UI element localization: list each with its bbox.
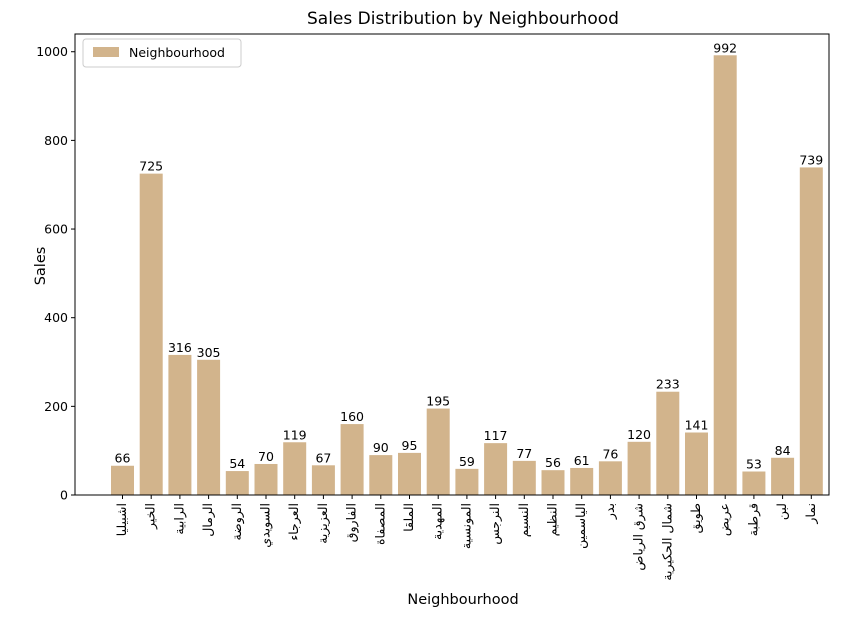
x-tick-label: شرق الرياض [631, 503, 647, 571]
data-label: 53 [746, 457, 762, 472]
data-label: 992 [713, 40, 737, 55]
x-tick-label: بدر [602, 503, 618, 520]
legend-swatch [93, 47, 119, 57]
y-tick-label: 800 [44, 133, 68, 148]
y-tick-label: 200 [44, 399, 68, 414]
bar [685, 432, 708, 495]
bar [455, 468, 479, 495]
legend-frame [82, 38, 242, 68]
x-tick-label: نمار [803, 503, 819, 525]
data-label: 120 [627, 427, 651, 442]
data-label: 67 [315, 450, 331, 465]
x-tick-label: الملقا [401, 503, 416, 532]
data-label: 316 [168, 340, 192, 355]
x-tick-label: الرمال [200, 503, 216, 537]
x-tick-label: الرابية [171, 503, 187, 535]
x-tick-label: المصفاة [372, 503, 387, 545]
x-tick-label: طويق [688, 503, 704, 533]
bar [369, 455, 393, 495]
bar [311, 465, 335, 495]
x-tick-label: النرجس [487, 503, 503, 545]
legend: Neighbourhood [82, 38, 242, 68]
data-label: 95 [402, 438, 418, 453]
data-label: 84 [775, 443, 791, 458]
data-label: 160 [340, 409, 364, 424]
data-label: 195 [426, 394, 450, 409]
x-tick-label: الروضة [229, 503, 245, 541]
bar [111, 465, 134, 495]
x-tick-label: شمال الحكيرية [659, 503, 675, 581]
x-tick-label: العرجاء [286, 503, 302, 541]
data-label: 54 [229, 456, 245, 471]
data-label: 77 [516, 446, 532, 461]
x-tick-label: السويدي [258, 503, 274, 548]
bar [484, 443, 508, 495]
x-tick-label: المونسية [458, 503, 474, 549]
bar [426, 408, 450, 495]
y-axis-label: Sales [33, 247, 49, 286]
y-tick-label: 400 [44, 310, 68, 325]
data-label: 61 [574, 453, 590, 468]
bar [799, 167, 823, 495]
data-label: 59 [459, 454, 475, 469]
bar [598, 461, 622, 495]
bar [283, 442, 307, 495]
x-tick-label: المهدية [430, 503, 446, 540]
bar [225, 471, 249, 495]
plot-area: 66 اشبيليا 725 الخير 316 الرابية 305 الرمال 54 ال… [36, 33, 830, 581]
data-label: 117 [484, 428, 508, 443]
x-axis-label: Neighbourhood [407, 592, 518, 608]
y-tick-label: 0 [60, 488, 68, 503]
data-label: 305 [197, 345, 221, 360]
data-label: 725 [139, 159, 163, 174]
data-label: 66 [115, 451, 131, 466]
x-tick-label: العزيزية [315, 503, 331, 544]
legend-label: Neighbourhood [129, 45, 225, 60]
data-label: 90 [373, 440, 389, 455]
bar [627, 441, 651, 495]
chart-title: Sales Distribution by Neighbourhood [307, 9, 619, 29]
bar [139, 173, 163, 495]
x-tick-label: اشبيليا [114, 503, 129, 536]
x-tick-label: الياسمين [573, 503, 589, 549]
bar [541, 470, 565, 495]
axes-frame [74, 33, 830, 496]
data-label: 76 [602, 446, 618, 461]
x-tick-label: قرطبة [745, 503, 761, 536]
bar [398, 452, 421, 495]
bar [197, 359, 221, 495]
y-tick-label: 600 [44, 222, 68, 237]
bar [742, 471, 766, 495]
x-tick-label: النظيم [545, 503, 561, 536]
data-label: 233 [656, 377, 680, 392]
bar [656, 391, 680, 495]
x-tick-label: عريض [717, 503, 733, 536]
data-label: 119 [283, 427, 307, 442]
x-tick-label: الخير [143, 503, 159, 530]
data-label: 56 [545, 455, 561, 470]
data-label: 141 [685, 417, 709, 432]
data-label: 739 [799, 152, 823, 167]
x-tick-label: النسيم [516, 503, 532, 537]
bar [570, 467, 594, 495]
y-tick-label: 1000 [36, 44, 68, 59]
data-label: 70 [258, 449, 274, 464]
bar [254, 463, 278, 495]
bar [713, 55, 737, 496]
bar [168, 354, 192, 495]
x-tick-label: لبن [774, 503, 790, 520]
x-tick-label: الفاروق [344, 503, 360, 542]
bar [771, 457, 795, 495]
bar [340, 424, 364, 495]
bar [512, 460, 536, 495]
